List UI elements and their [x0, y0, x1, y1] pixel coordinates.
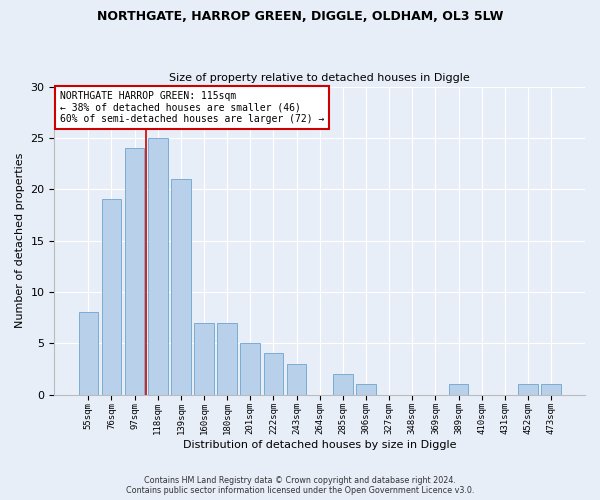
Bar	[449, 384, 469, 394]
Bar	[194, 322, 214, 394]
Bar	[217, 322, 237, 394]
Bar	[148, 138, 167, 394]
Text: NORTHGATE, HARROP GREEN, DIGGLE, OLDHAM, OL3 5LW: NORTHGATE, HARROP GREEN, DIGGLE, OLDHAM,…	[97, 10, 503, 23]
X-axis label: Distribution of detached houses by size in Diggle: Distribution of detached houses by size …	[183, 440, 457, 450]
Bar	[287, 364, 307, 394]
Bar	[333, 374, 353, 394]
Bar	[356, 384, 376, 394]
Bar	[171, 179, 191, 394]
Title: Size of property relative to detached houses in Diggle: Size of property relative to detached ho…	[169, 73, 470, 83]
Bar	[101, 200, 121, 394]
Bar	[241, 343, 260, 394]
Bar	[79, 312, 98, 394]
Text: Contains HM Land Registry data © Crown copyright and database right 2024.
Contai: Contains HM Land Registry data © Crown c…	[126, 476, 474, 495]
Bar	[541, 384, 561, 394]
Bar	[263, 354, 283, 395]
Y-axis label: Number of detached properties: Number of detached properties	[15, 153, 25, 328]
Bar	[125, 148, 145, 394]
Bar	[518, 384, 538, 394]
Text: NORTHGATE HARROP GREEN: 115sqm
← 38% of detached houses are smaller (46)
60% of : NORTHGATE HARROP GREEN: 115sqm ← 38% of …	[60, 91, 324, 124]
